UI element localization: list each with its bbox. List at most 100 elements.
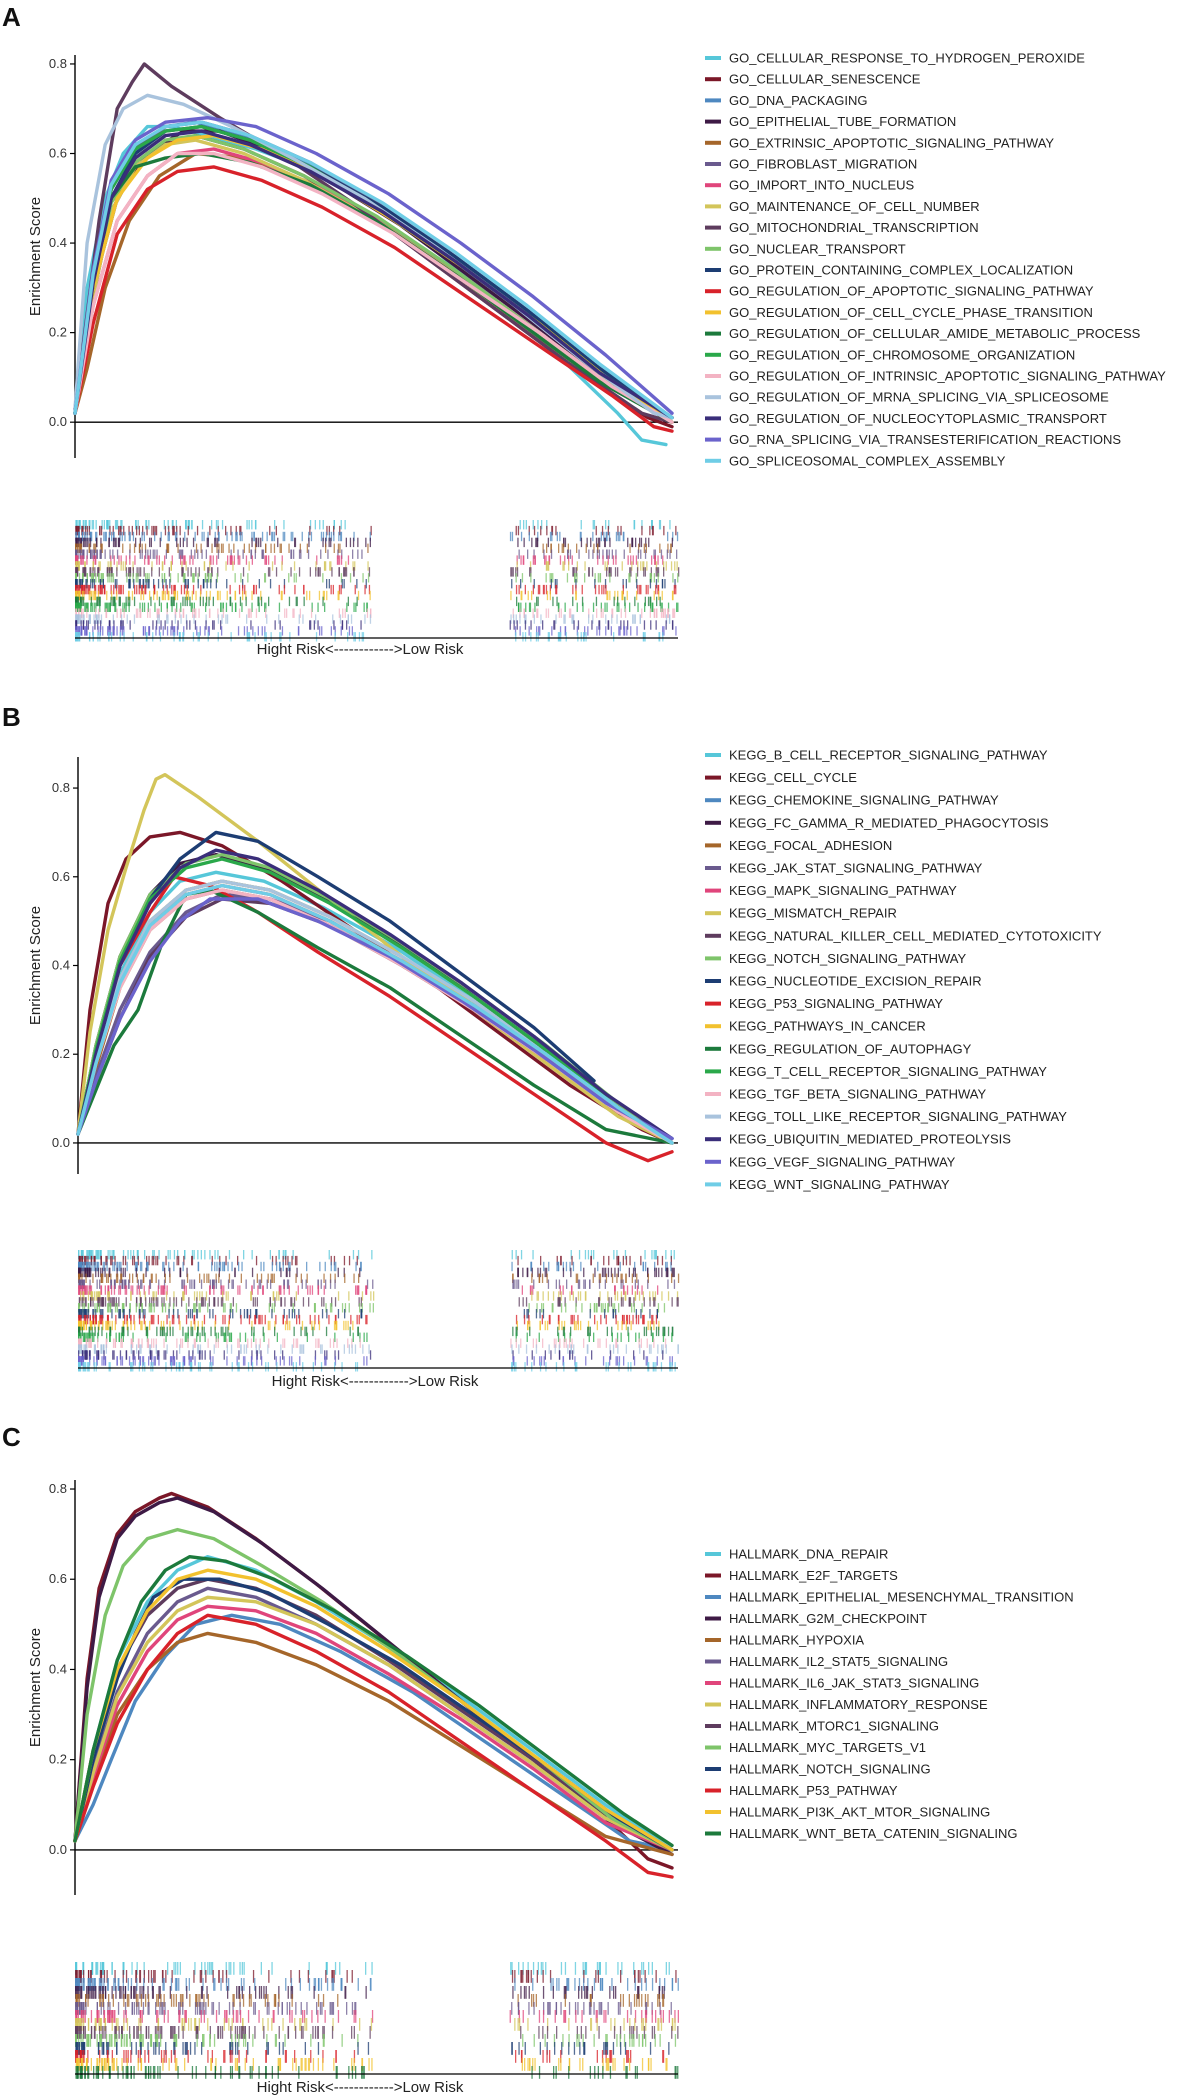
hit-tick (80, 2002, 82, 2015)
hit-tick (112, 626, 115, 636)
hit-tick (268, 596, 270, 607)
hit-tick (326, 590, 328, 601)
hit-tick (75, 567, 78, 577)
hit-tick (240, 1314, 242, 1325)
hit-tick (325, 1326, 328, 1337)
hit-tick (149, 1279, 151, 1289)
hit-tick (590, 2002, 592, 2015)
hit-tick (87, 620, 89, 630)
hit-tick (197, 1250, 199, 1260)
hit-tick (329, 1279, 332, 1289)
hit-tick (562, 1285, 564, 1295)
hit-tick (533, 1279, 535, 1289)
hit-tick (197, 632, 199, 642)
hit-tick (238, 2050, 240, 2063)
hit-tick (83, 567, 86, 577)
es-curve-16 (73, 151, 674, 424)
hit-tick (636, 1285, 639, 1295)
hit-tick (216, 590, 219, 601)
hit-tick (226, 1338, 228, 1348)
hit-tick (594, 584, 597, 595)
hit-tick (83, 1279, 85, 1289)
hit-tick (260, 1962, 262, 1975)
hit-tick (210, 555, 212, 565)
hit-tick (140, 2018, 142, 2031)
hit-tick (286, 2002, 288, 2015)
hit-tick (140, 1279, 142, 1289)
hit-tick (115, 584, 118, 595)
hit-tick (205, 1291, 208, 1301)
hit-tick (568, 2018, 570, 2031)
hit-tick (108, 1285, 110, 1295)
hit-tick (569, 1261, 571, 1272)
hit-tick (176, 2034, 178, 2047)
hit-tick (614, 567, 617, 577)
hit-tick (200, 1250, 202, 1260)
hit-tick (660, 2018, 663, 2031)
hit-tick (85, 1994, 87, 2007)
hit-tick (555, 584, 557, 595)
hit-tick (228, 543, 230, 553)
hit-tick (176, 1350, 178, 1360)
hit-tick (575, 1297, 577, 1307)
hit-tick (108, 620, 111, 630)
hit-tick (578, 1279, 581, 1289)
hit-tick (280, 590, 282, 601)
hit-tick (163, 1326, 165, 1337)
hit-tick (104, 1267, 106, 1278)
hit-tick (551, 531, 553, 542)
hit-tick (676, 1291, 679, 1301)
hit-tick (543, 549, 545, 559)
y-tick-label: 0.4 (49, 1661, 67, 1676)
hit-tick (637, 1986, 639, 1999)
hit-tick (148, 626, 150, 636)
hit-tick (354, 2002, 356, 2015)
hit-tick (332, 2002, 335, 2015)
hit-tick (210, 1326, 212, 1337)
hit-tick (176, 626, 179, 636)
hit-tick (82, 614, 84, 624)
y-tick-label: 0.0 (49, 1842, 67, 1857)
hit-tick (118, 555, 120, 565)
hit-tick (586, 1986, 589, 1999)
hit-tick (622, 584, 624, 595)
hit-tick (607, 2058, 609, 2071)
hit-tick (84, 1350, 86, 1360)
hit-tick (232, 2010, 235, 2023)
hit-tick (242, 584, 244, 595)
hit-tick (79, 1986, 81, 1999)
hit-tick (364, 614, 366, 624)
hit-tick (147, 2042, 149, 2055)
hit-tick (204, 1297, 206, 1307)
hit-tick (167, 614, 169, 624)
hit-tick (328, 531, 331, 542)
hit-tick (175, 1362, 178, 1372)
hit-tick (217, 549, 220, 559)
hit-tick (511, 1970, 514, 1983)
hit-tick (158, 1279, 160, 1289)
hit-tick (356, 579, 358, 589)
hit-tick (667, 1326, 670, 1337)
hit-tick (133, 614, 136, 624)
hit-tick (589, 1303, 592, 1313)
hit-tick (580, 531, 582, 542)
hit-tick (573, 1320, 576, 1331)
hit-tick (528, 626, 530, 636)
hit-tick (275, 567, 278, 577)
hit-tick (97, 1332, 99, 1342)
hit-tick (88, 590, 90, 601)
hit-tick (564, 1962, 567, 1975)
hit-tick (517, 537, 519, 548)
hit-tick (182, 2042, 184, 2055)
hit-tick (325, 1303, 327, 1313)
hit-tick (126, 2058, 128, 2071)
hit-tick (139, 1356, 142, 1366)
hit-tick (144, 555, 146, 565)
hit-tick (261, 531, 264, 542)
hit-tick (240, 1978, 243, 1991)
hit-tick (181, 567, 183, 577)
hit-tick (617, 596, 619, 607)
hit-tick (184, 2058, 186, 2071)
hit-tick (164, 1303, 167, 1313)
hit-tick (93, 614, 95, 624)
